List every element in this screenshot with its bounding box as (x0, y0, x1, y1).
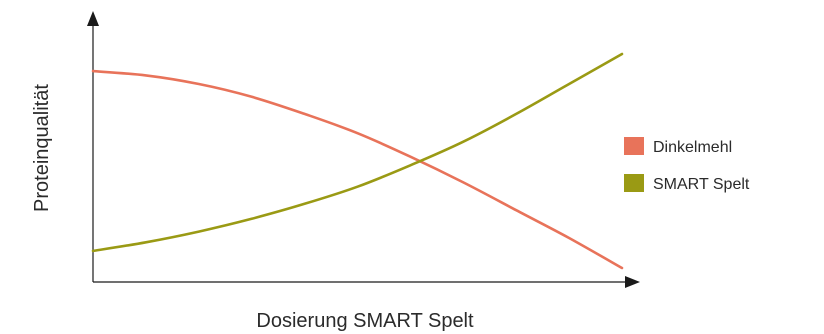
series-layer (91, 52, 624, 270)
legend-swatch-dinkelmehl (624, 137, 644, 155)
plot-area (87, 11, 640, 288)
x-axis-label: Dosierung SMART Spelt (256, 310, 474, 332)
legend-label-smart-spelt: SMART Spelt (653, 176, 750, 193)
x-axis-arrow (625, 276, 640, 288)
series-line-dinkelmehl (91, 69, 624, 270)
legend-label-dinkelmehl: Dinkelmehl (653, 139, 732, 156)
y-axis-arrow (87, 11, 99, 26)
y-axis-label: Proteinqualität (31, 84, 53, 212)
legend: Dinkelmehl SMART Spelt (624, 137, 750, 193)
series-line-smart-spelt (91, 52, 624, 253)
legend-swatch-smart-spelt (624, 174, 644, 192)
